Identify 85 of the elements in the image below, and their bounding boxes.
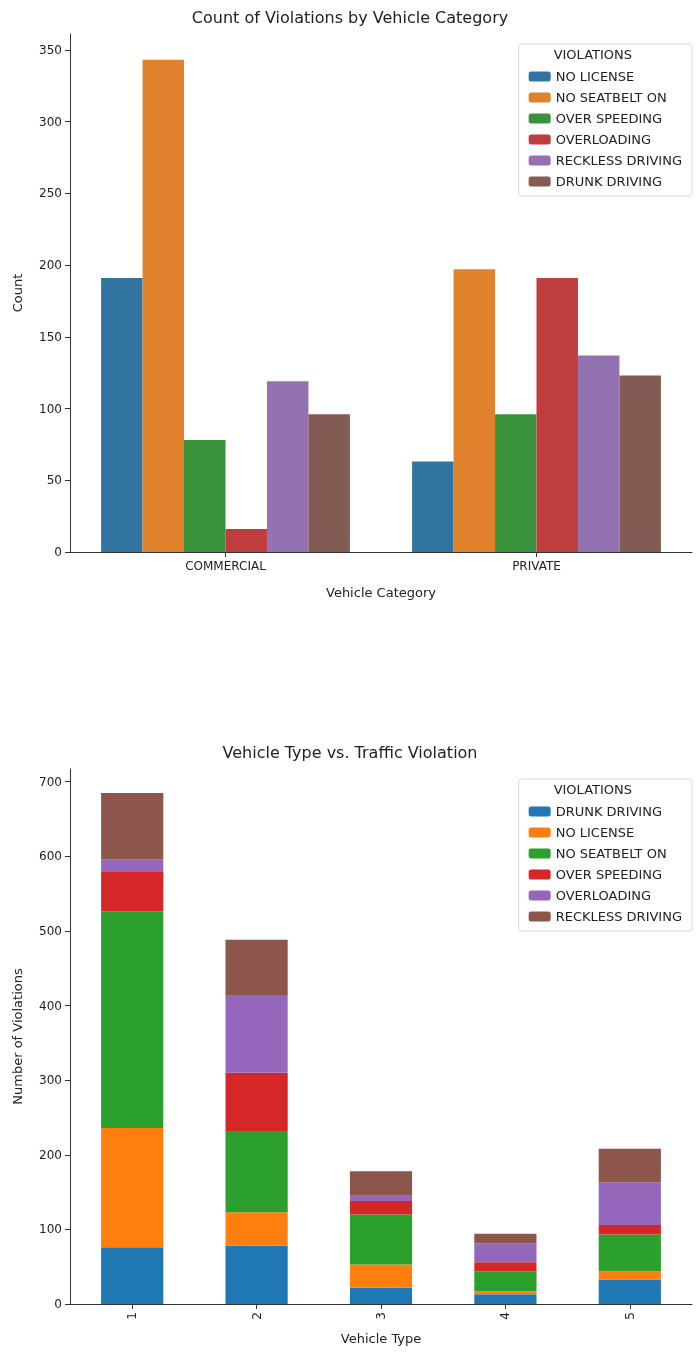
bar [184,440,226,552]
bar [619,375,661,552]
bar [412,461,454,552]
legend-label: NO LICENSE [555,825,635,840]
x-axis-title: Vehicle Type [340,1331,422,1346]
x-tick-label: 2 [249,1312,264,1320]
y-tick-label: 50 [46,473,62,488]
legend-label: DRUNK DRIVING [555,174,662,189]
bar [101,1127,164,1248]
bar [474,1271,537,1292]
legend-label: NO SEATBELT ON [555,90,667,105]
y-tick-label: 350 [39,42,62,57]
bar [453,269,496,552]
y-tick-label: 100 [39,1222,62,1237]
x-tick-label: 5 [622,1312,637,1320]
bar [474,1262,537,1272]
bar [536,277,578,552]
bar [101,1247,164,1304]
x-tick-label: PRIVATE [512,559,561,573]
x-tick-label: COMMERCIAL [185,559,267,573]
bar [225,1212,288,1246]
bar [349,1201,413,1215]
y-tick-label: 600 [39,849,62,864]
bar [474,1243,537,1263]
bar [577,355,620,552]
bar [598,1234,661,1272]
y-tick-label: 0 [54,545,62,559]
y-tick-label: 150 [39,329,62,344]
bar [349,1264,413,1288]
legend-label: OVERLOADING [555,132,652,147]
bar [142,59,185,552]
y-tick-label: 500 [39,923,62,938]
bar [598,1279,661,1304]
y-tick-label: 250 [39,186,62,201]
legend-label: OVER SPEEDING [555,867,663,882]
bar [495,414,537,552]
bar [101,859,164,872]
y-tick-label: 200 [39,1147,62,1162]
chart-title: Vehicle Type vs. Traffic Violation [222,742,478,762]
bar [349,1195,413,1202]
bar [349,1287,413,1304]
bar [225,1130,288,1213]
y-tick-label: 200 [39,258,62,273]
legend-label: NO SEATBELT ON [555,846,667,861]
legend-label: NO LICENSE [555,69,635,84]
legend-label: DRUNK DRIVING [555,804,662,819]
y-tick-label: 300 [39,1073,62,1088]
bar [225,529,267,552]
bar [225,995,288,1073]
bar [101,792,164,860]
bar [598,1148,661,1183]
y-axis-title: Count [10,273,25,313]
chart-title: Count of Violations by Vehicle Category [191,7,509,27]
bar [266,381,309,552]
legend-title: VIOLATIONS [553,47,633,62]
bar [225,939,288,996]
x-tick-label: 1 [125,1312,140,1320]
y-tick-label: 100 [39,401,62,416]
y-tick-label: 400 [39,998,62,1013]
bar [225,1245,288,1304]
y-tick-label: 700 [39,774,62,789]
bar [598,1271,661,1280]
bar [474,1294,537,1304]
legend-label: OVERLOADING [555,888,652,903]
legend-label: OVER SPEEDING [555,111,663,126]
x-tick-label: 4 [498,1312,513,1320]
bar [474,1233,537,1244]
legend-label: RECKLESS DRIVING [555,153,682,168]
bar [101,277,143,552]
bar [101,871,164,912]
bar [225,1072,288,1131]
legend-title: VIOLATIONS [553,782,633,797]
y-tick-label: 300 [39,114,62,129]
bar [101,911,164,1128]
bar [349,1171,413,1196]
y-axis-title: Number of Violations [10,968,25,1105]
bar [349,1214,413,1265]
legend-label: RECKLESS DRIVING [555,909,682,924]
bar [474,1291,537,1295]
bar [308,414,350,552]
x-axis-title: Vehicle Category [325,585,437,600]
bar [598,1224,661,1235]
x-tick-label: 3 [374,1312,388,1320]
bar [598,1182,661,1225]
y-tick-label: 0 [54,1297,62,1311]
